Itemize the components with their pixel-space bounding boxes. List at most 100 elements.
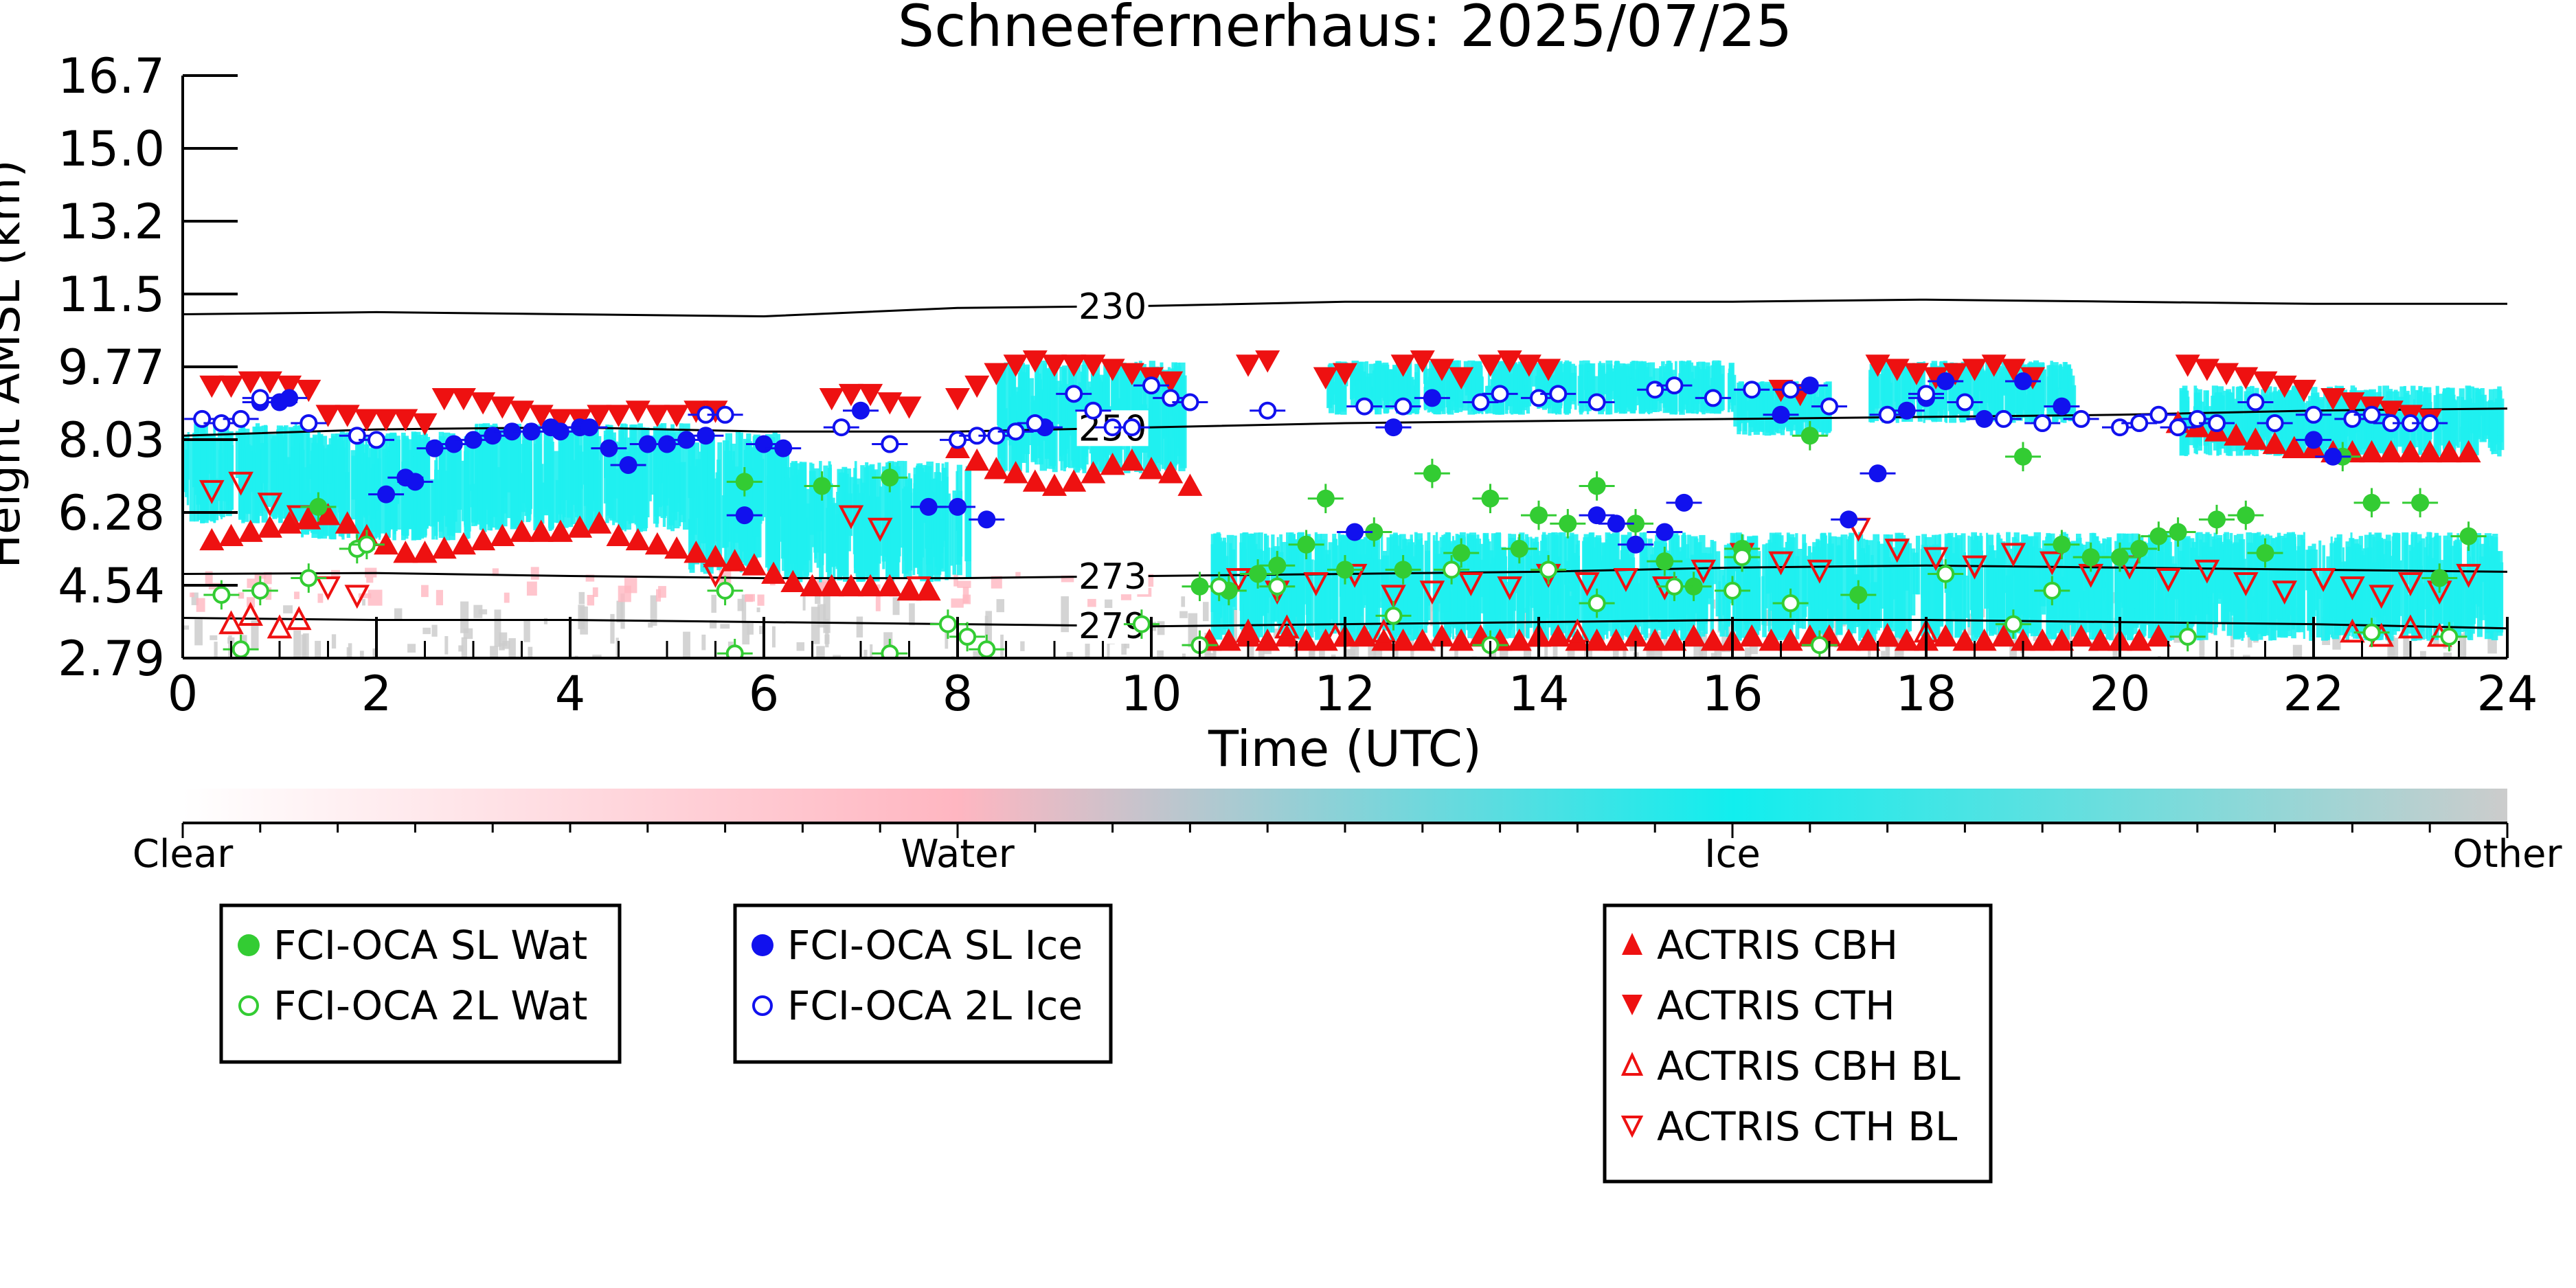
mask-ice [2406, 594, 2413, 634]
mask-ice [708, 431, 714, 574]
mask-other [2458, 633, 2466, 658]
colorbar-gradient [183, 789, 2507, 823]
mask-ice [2296, 567, 2304, 617]
mask-other [1523, 645, 1532, 658]
mask-ice [1998, 580, 2003, 622]
mask-ice [2355, 548, 2361, 639]
mask-ice [1952, 537, 1958, 620]
mask-ice [1531, 361, 1537, 387]
mask-ice [1509, 361, 1512, 414]
point-actris-cth-bl [228, 471, 253, 496]
mask-ice [1775, 534, 1779, 640]
mask-ice [1733, 388, 1741, 427]
mask-ice [538, 424, 542, 532]
legend-label-actris-cth-bl: ACTRIS CTH BL [1657, 1103, 1957, 1150]
point-fci-oca-sl-wat [2014, 447, 2032, 466]
point-fci-oca-sl-wat [2169, 523, 2187, 541]
mask-ice [2233, 534, 2237, 587]
mask-ice [1715, 551, 1721, 617]
mask-ice [2261, 543, 2266, 637]
mask-other [2112, 646, 2118, 658]
legend-marker-fci-oca-2l-wat [238, 995, 259, 1016]
mask-ice [2029, 363, 2033, 422]
mask-other [1710, 653, 1717, 658]
point-fci-oca-2l-ice [1878, 405, 1897, 424]
mask-water [526, 581, 537, 596]
mask-ice [752, 436, 760, 537]
mask-ice [1351, 368, 1357, 405]
mask-ice [1960, 574, 1966, 631]
point-actris-cbh [1390, 629, 1416, 651]
mask-ice [814, 483, 817, 563]
mask-ice [1822, 535, 1826, 636]
mask-other [2443, 652, 2452, 658]
mask-ice [912, 488, 916, 576]
mask-ice [510, 436, 517, 530]
point-actris-cbh [431, 536, 457, 559]
contour-label-bg [1076, 288, 1149, 324]
mask-other [985, 611, 993, 644]
mask-ice [238, 449, 244, 520]
point-fci-oca-sl-ice [2324, 447, 2342, 466]
mask-ice [475, 425, 478, 526]
mask-ice [1365, 376, 1372, 402]
mask-ice [1864, 539, 1868, 589]
mask-ice [187, 431, 190, 480]
point-actris-cbh [412, 540, 438, 563]
mask-water [317, 594, 324, 603]
point-actris-cth-bl [344, 585, 370, 609]
point-fci-oca-2l-ice [1471, 393, 1490, 411]
mask-ice [1442, 365, 1446, 414]
point-actris-cth-bl [286, 505, 312, 530]
mask-other [1000, 634, 1004, 658]
point-fci-oca-2l-wat [881, 644, 899, 658]
point-actris-cbh [199, 528, 225, 551]
mask-ice [1554, 534, 1558, 628]
mask-ice [2336, 534, 2342, 589]
mask-ice [936, 473, 942, 575]
mask-water [205, 571, 213, 585]
series-fci-oca-sl-ice [242, 372, 2351, 554]
mask-ice [204, 440, 209, 519]
mask-ice [1912, 363, 1915, 416]
mask-ice [945, 493, 951, 579]
mask-ice [1440, 547, 1447, 625]
mask-other [863, 649, 868, 658]
mask-ice [479, 462, 484, 530]
mask-water [953, 574, 958, 587]
point-actris-cth [528, 405, 554, 427]
point-fci-oca-2l-wat [1781, 594, 1800, 613]
mask-ice [1457, 387, 1464, 408]
mask-water [254, 573, 267, 579]
point-fci-oca-2l-ice [1258, 401, 1277, 420]
series-fci-oca-2l-ice [184, 376, 2448, 453]
mask-ice [2302, 539, 2305, 625]
mask-ice [2206, 534, 2212, 598]
point-fci-oca-sl-wat [2256, 543, 2274, 562]
point-actris-cbh [2088, 629, 2113, 651]
point-actris-cbh [1759, 629, 1784, 651]
point-actris-cth-bl [1303, 572, 1329, 596]
mask-ice [2180, 563, 2184, 633]
mask-ice [290, 447, 295, 486]
point-actris-cth [354, 409, 379, 431]
mask-ice [1608, 559, 1612, 622]
mask-ice [2329, 543, 2336, 618]
mask-ice [838, 472, 846, 576]
point-fci-oca-2l-wat [716, 581, 734, 600]
point-actris-cth-bl [2456, 563, 2481, 588]
mask-ice [1482, 534, 1489, 635]
mask-other [1020, 641, 1025, 651]
mask-ice [1391, 565, 1399, 635]
point-fci-oca-sl-wat [1365, 523, 1383, 541]
point-actris-cbh [896, 578, 922, 601]
mask-ice [1765, 569, 1769, 609]
mask-other [283, 605, 293, 613]
mask-ice [1337, 379, 1343, 409]
mask-ice [1807, 395, 1811, 426]
mask-water [1087, 598, 1096, 607]
mask-ice [438, 431, 444, 539]
mask-ice [1491, 557, 1497, 636]
mask-ice [1912, 552, 1919, 595]
mask-ice [2158, 567, 2165, 619]
